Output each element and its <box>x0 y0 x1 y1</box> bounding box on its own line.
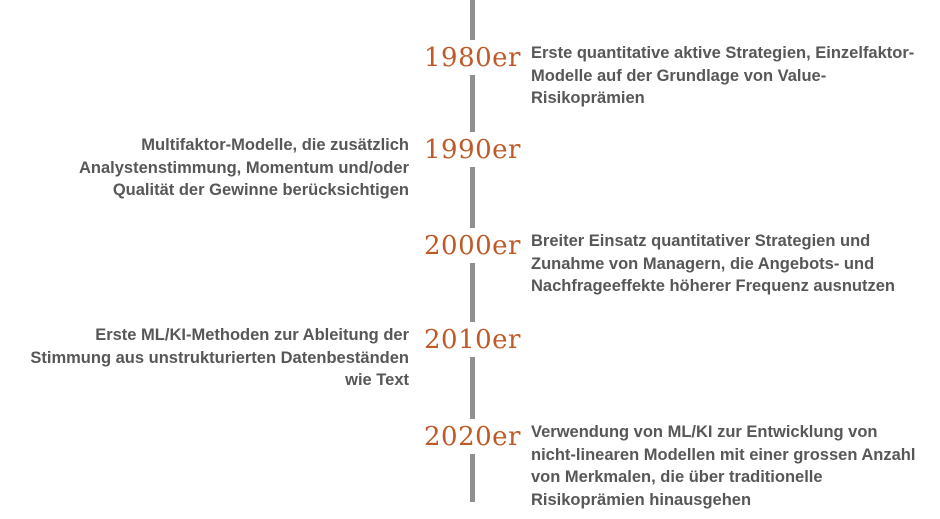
year-box-2020er: 2020er <box>416 419 529 454</box>
year-box-2010er: 2010er <box>416 322 529 357</box>
description-1990er: Multifaktor-Modelle, die zusätzlich Anal… <box>78 136 409 199</box>
year-label-1980er: 1980er <box>424 42 521 73</box>
year-label-2010er: 2010er <box>424 324 521 355</box>
year-box-2000er: 2000er <box>416 228 529 263</box>
description-2020er: Verwendung von ML/KI zur Entwicklung von… <box>531 423 916 509</box>
year-box-1980er: 1980er <box>416 40 529 75</box>
description-1980er: Erste quantitative aktive Strategien, Ei… <box>531 44 915 107</box>
description-2000er: Breiter Einsatz quantitativer Strategien… <box>531 232 895 295</box>
year-box-1990er: 1990er <box>416 132 529 167</box>
year-label-2020er: 2020er <box>424 421 521 452</box>
year-label-1990er: 1990er <box>424 134 521 165</box>
year-label-2000er: 2000er <box>424 230 521 261</box>
description-2010er: Erste ML/KI-Methoden zur Ableitung der S… <box>30 326 409 389</box>
